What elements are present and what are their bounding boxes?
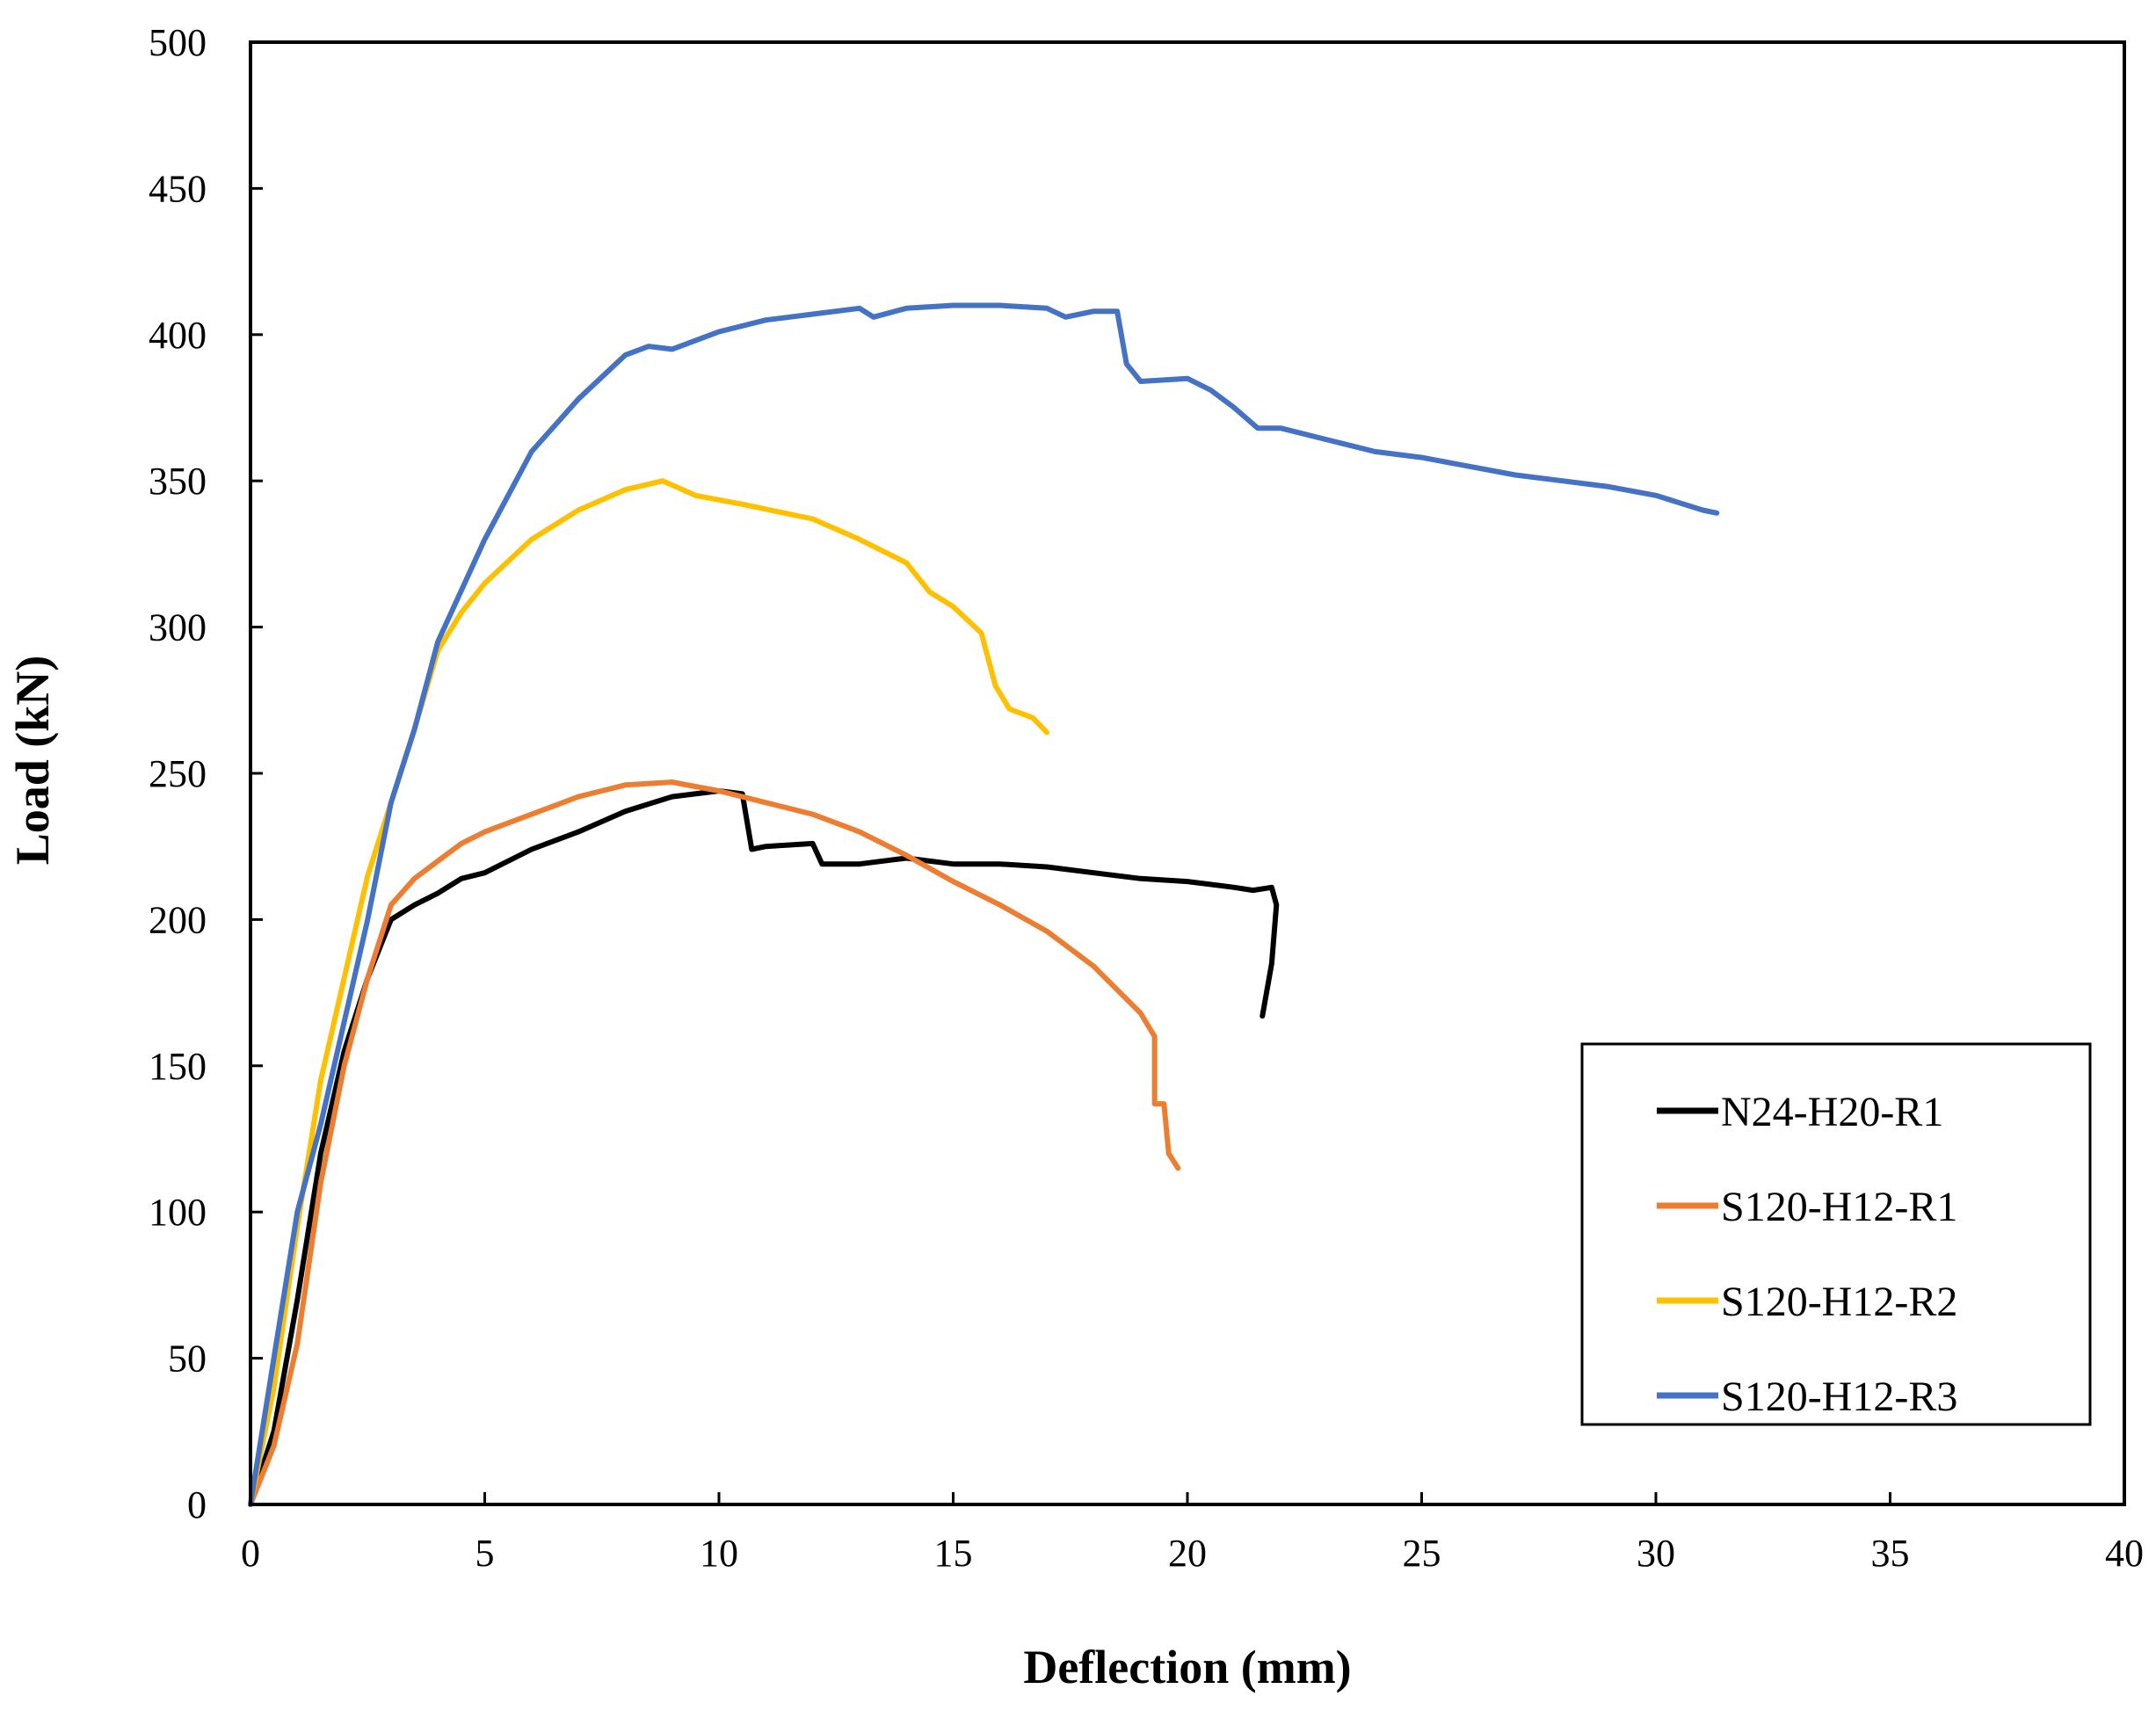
legend-item-s120-h12-r2: S120-H12-R2 [1657,1279,1957,1325]
y-tick-label: 0 [187,1483,207,1526]
y-tick-label: 450 [149,167,207,210]
x-tick-label: 10 [700,1532,738,1575]
x-tick-label: 35 [1871,1532,1910,1575]
y-axis-title: Load (kN) [6,656,59,866]
y-tick-label: 250 [149,752,207,795]
series-line-n24-h20-r1 [248,788,1280,1507]
x-tick-label: 0 [241,1532,260,1575]
legend-label: S120-H12-R1 [1721,1184,1957,1230]
y-tick-label: 500 [149,21,207,64]
series-line-s120-h12-r2 [248,478,1050,1507]
y-tick-label: 200 [149,898,207,941]
legend-items: N24-H20-R1 S120-H12-R1 S120-H12-R2 S120-H12… [1657,1089,1957,1420]
legend-label: N24-H20-R1 [1721,1089,1943,1135]
x-tick-label: 30 [1637,1532,1675,1575]
series-line-s120-h12-r3 [248,302,1720,1507]
x-tick-label: 15 [934,1532,973,1575]
x-axis-title: Deflection (mm) [1023,1641,1351,1693]
y-tick-label: 350 [149,460,207,503]
legend: N24-H20-R1 S120-H12-R1 S120-H12-R2 S120-H12… [1580,1042,2092,1426]
series-line-s120-h12-r1 [248,779,1181,1507]
legend-item-n24-h20-r1: N24-H20-R1 [1657,1089,1943,1135]
x-tick-labels: 0 5 10 15 20 25 30 35 40 [241,1532,2144,1575]
axis-ticks [249,40,2126,1506]
y-tick-label: 100 [149,1191,207,1234]
y-tick-label: 50 [168,1337,207,1381]
legend-label: S120-H12-R3 [1721,1374,1957,1420]
y-tick-label: 300 [149,606,207,649]
series-layer [248,302,1720,1507]
x-tick-label: 40 [2105,1532,2144,1575]
x-tick-label: 20 [1168,1532,1207,1575]
legend-label: S120-H12-R2 [1721,1279,1957,1325]
legend-box [1580,1042,2092,1426]
x-tick-label: 25 [1403,1532,1441,1575]
y-tick-labels: 0 50 100 150 200 250 300 350 400 450 500 [149,21,207,1526]
legend-item-s120-h12-r1: S120-H12-R1 [1657,1184,1957,1230]
legend-item-s120-h12-r3: S120-H12-R3 [1657,1374,1957,1420]
x-tick-label: 5 [475,1532,495,1575]
y-tick-label: 150 [149,1045,207,1088]
y-tick-label: 400 [149,314,207,357]
